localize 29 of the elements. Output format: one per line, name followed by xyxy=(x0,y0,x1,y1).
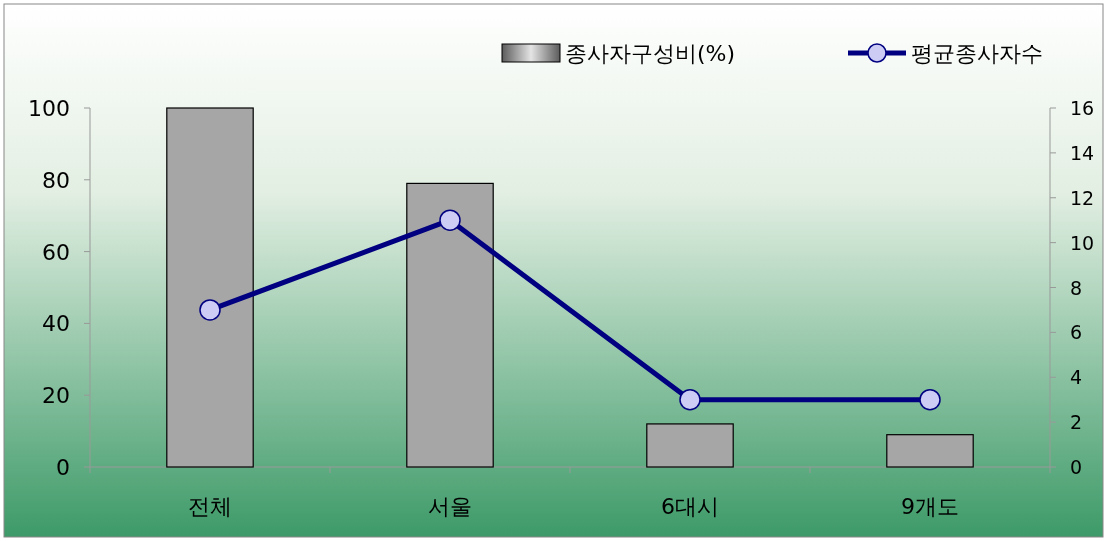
x-tick-label: 전체 xyxy=(188,494,232,519)
y-tick-label: 60 xyxy=(42,239,70,265)
bar xyxy=(166,107,254,468)
y-tick-label: 20 xyxy=(42,383,70,409)
y2-tick-label: 16 xyxy=(1070,97,1095,119)
bar xyxy=(886,434,974,468)
y2-tick-label: 8 xyxy=(1070,276,1083,299)
y-tick-label: 0 xyxy=(56,455,70,480)
y-tick-label: 100 xyxy=(28,96,70,121)
x-tick-label: 6대시 xyxy=(661,494,719,519)
y2-tick-label: 12 xyxy=(1070,186,1095,209)
y-tick-label: 40 xyxy=(42,311,70,337)
legend-label: 평균종사자수 xyxy=(911,41,1043,66)
y2-tick-label: 0 xyxy=(1070,456,1083,478)
bar xyxy=(406,182,494,468)
y2-tick-label: 10 xyxy=(1070,231,1095,254)
x-tick-label: 서울 xyxy=(428,494,472,519)
x-tick-label: 9개도 xyxy=(901,494,959,519)
y2-tick-label: 2 xyxy=(1070,411,1083,434)
legend-label: 종사자구성비(%) xyxy=(565,41,736,66)
point xyxy=(439,209,461,231)
y2-tick-label: 4 xyxy=(1070,366,1083,389)
point xyxy=(199,299,221,321)
y2-tick-label: 6 xyxy=(1070,321,1083,344)
y-tick-label: 80 xyxy=(42,167,70,193)
bar xyxy=(646,423,734,468)
point xyxy=(679,388,701,411)
point xyxy=(919,388,941,411)
y2-tick-label: 14 xyxy=(1070,141,1095,164)
